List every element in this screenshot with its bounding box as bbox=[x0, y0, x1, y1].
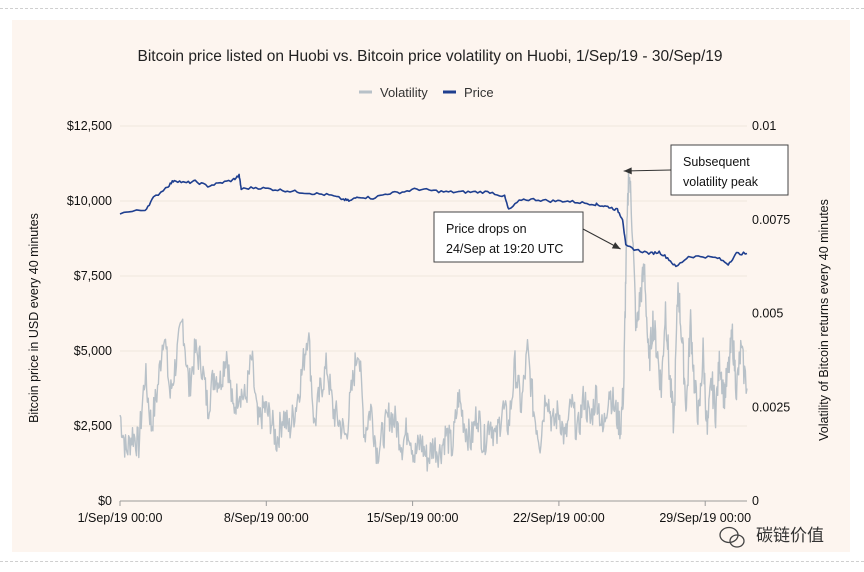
legend: Volatility Price bbox=[359, 85, 494, 100]
annotation-line-1: Subsequent bbox=[683, 155, 750, 169]
page-border-top bbox=[0, 8, 864, 9]
chart-title: Bitcoin price listed on Huobi vs. Bitcoi… bbox=[137, 48, 722, 65]
y-left-tick-label: $0 bbox=[98, 494, 112, 508]
x-tick-label: 15/Sep/19 00:00 bbox=[367, 511, 459, 525]
y-left-tick-label: $12,500 bbox=[67, 119, 112, 133]
price-series bbox=[119, 173, 748, 268]
page-border-bottom bbox=[0, 561, 864, 562]
y-axis-right-title: Volatility of Bitcoin returns every 40 m… bbox=[817, 199, 831, 441]
watermark: 碳链价值 bbox=[719, 526, 824, 548]
wechat-icon bbox=[719, 526, 745, 548]
y-right-tick-label: 0.005 bbox=[752, 307, 783, 321]
volatility-line bbox=[119, 171, 748, 472]
legend-label-price: Price bbox=[464, 85, 494, 100]
x-tick-label: 29/Sep/19 00:00 bbox=[659, 511, 751, 525]
y-left-tick-label: $10,000 bbox=[67, 194, 112, 208]
y-right-tick-label: 0 bbox=[752, 494, 759, 508]
price-line bbox=[119, 173, 748, 268]
y-axis-left-ticks: $0 $2,500 $5,000 $7,500 $10,000 $12,500 bbox=[67, 119, 112, 508]
x-tick-label: 22/Sep/19 00:00 bbox=[513, 511, 605, 525]
y-right-tick-label: 0.0075 bbox=[752, 213, 790, 227]
annotation-box bbox=[433, 211, 584, 263]
y-right-tick-label: 0.01 bbox=[752, 119, 776, 133]
y-left-tick-label: $5,000 bbox=[74, 344, 112, 358]
annotation-line-1: Price drops on bbox=[446, 222, 527, 236]
annotation-volatility-peak: Subsequent volatility peak bbox=[623, 144, 789, 196]
annotation-price-drop: Price drops on 24/Sep at 19:20 UTC bbox=[433, 211, 621, 263]
y-left-tick-label: $7,500 bbox=[74, 269, 112, 283]
chart-panel bbox=[12, 20, 850, 552]
y-axis-left-title: Bitcoin price in USD every 40 minutes bbox=[27, 213, 41, 423]
annotation-arrowhead bbox=[623, 167, 632, 175]
volatility-series bbox=[119, 171, 748, 472]
x-tick-label: 1/Sep/19 00:00 bbox=[78, 511, 163, 525]
annotation-line-2: 24/Sep at 19:20 UTC bbox=[446, 242, 563, 256]
x-axis-ticks: 1/Sep/19 00:00 8/Sep/19 00:00 15/Sep/19 00… bbox=[78, 501, 751, 525]
y-left-tick-label: $2,500 bbox=[74, 419, 112, 433]
y-right-tick-label: 0.0025 bbox=[752, 400, 790, 414]
watermark-text: 碳链价值 bbox=[756, 526, 824, 546]
annotation-line-2: volatility peak bbox=[683, 175, 759, 189]
y-axis-right-ticks: 0 0.0025 0.005 0.0075 0.01 bbox=[752, 119, 790, 508]
annotation-arrowhead bbox=[611, 242, 621, 249]
x-tick-label: 8/Sep/19 00:00 bbox=[224, 511, 309, 525]
legend-label-volatility: Volatility bbox=[380, 85, 428, 100]
